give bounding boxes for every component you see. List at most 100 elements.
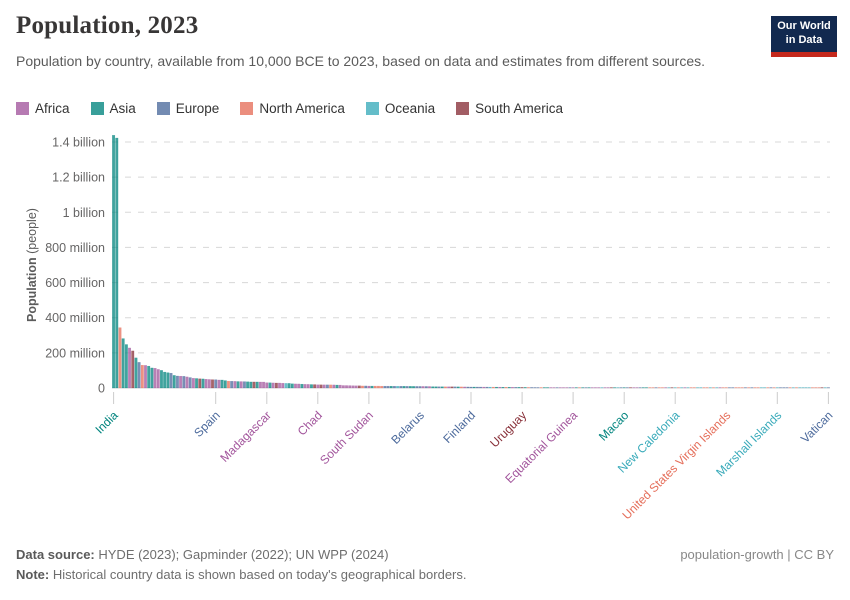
bar-Honduras[interactable]	[380, 385, 384, 389]
bar-Panama[interactable]	[504, 387, 508, 389]
bar-Chile[interactable]	[313, 384, 317, 389]
bar-New Zealand[interactable]	[488, 386, 492, 389]
x-tick-label-south-sudan[interactable]: South Sudan	[317, 408, 376, 467]
bar-Japan[interactable]	[147, 365, 151, 389]
bar-Nepal[interactable]	[268, 382, 272, 389]
bar-Afghanistan[interactable]	[223, 380, 227, 389]
bar-Finland[interactable]	[469, 386, 473, 389]
bar-Dominican Republic[interactable]	[373, 385, 377, 389]
bar-Malaysia[interactable]	[255, 381, 259, 389]
bar-Germany[interactable]	[169, 372, 173, 389]
legend-item-africa[interactable]: Africa	[16, 101, 70, 116]
bar-Uganda[interactable]	[207, 379, 211, 389]
legend-item-oceania[interactable]: Oceania	[365, 101, 435, 116]
bar-Saudi Arabia[interactable]	[236, 381, 240, 389]
bar-Bosnia and Herzegovina[interactable]	[530, 387, 534, 389]
bar-Austria[interactable]	[415, 386, 419, 389]
bar-Canada[interactable]	[227, 380, 230, 389]
bar-Uzbekistan[interactable]	[246, 381, 250, 389]
bar-Myanmar[interactable]	[195, 378, 199, 389]
bar-Ireland[interactable]	[485, 386, 489, 389]
bar-Puerto Rico[interactable]	[526, 387, 530, 389]
bar-Spain[interactable]	[214, 379, 218, 389]
bar-Tunisia[interactable]	[354, 385, 358, 389]
bar-Cuba[interactable]	[377, 385, 380, 389]
bar-Burkina Faso[interactable]	[297, 383, 301, 389]
bar-Egypt[interactable]	[153, 368, 157, 389]
bar-Zambia[interactable]	[306, 384, 310, 389]
bar-Mongolia[interactable]	[523, 387, 527, 389]
bar-Mauritania[interactable]	[511, 387, 514, 389]
bar-Tajikistan[interactable]	[402, 386, 406, 389]
bar-Morocco[interactable]	[233, 381, 237, 389]
bar-Croatia[interactable]	[514, 387, 518, 389]
bar-Iran[interactable]	[163, 371, 167, 389]
bar-Ghana[interactable]	[258, 381, 262, 389]
bar-Poland[interactable]	[230, 381, 234, 389]
bar-Cambodia[interactable]	[335, 384, 339, 389]
bar-Papua New Guinea[interactable]	[396, 386, 400, 389]
bar-Guatemala[interactable]	[329, 384, 333, 389]
bar-Laos[interactable]	[431, 386, 435, 389]
bar-Czechia[interactable]	[386, 385, 390, 389]
bar-Niger[interactable]	[281, 383, 285, 389]
bar-Singapore[interactable]	[472, 386, 476, 389]
bar-India[interactable]	[112, 135, 116, 389]
bar-United States[interactable]	[118, 327, 122, 389]
bar-Georgia[interactable]	[517, 387, 521, 389]
bar-Slovakia[interactable]	[479, 386, 483, 389]
bar-Australia[interactable]	[284, 383, 288, 389]
bar-Ukraine[interactable]	[242, 381, 246, 389]
x-tick-label-uruguay[interactable]: Uruguay	[487, 408, 529, 450]
bar-Hong Kong[interactable]	[434, 386, 438, 389]
bar-El Salvador[interactable]	[459, 386, 463, 389]
bar-Kyrgyzstan[interactable]	[440, 386, 444, 389]
bar-Belgium[interactable]	[364, 385, 368, 389]
bar-Argentina[interactable]	[211, 379, 214, 389]
bar-Central African Republic[interactable]	[482, 386, 486, 389]
bar-Oman[interactable]	[501, 387, 505, 389]
bar-South Africa[interactable]	[185, 376, 189, 389]
x-tick-label-finland[interactable]: Finland	[440, 408, 478, 446]
bar-Sri Lanka[interactable]	[300, 383, 304, 389]
bar-Iraq[interactable]	[220, 379, 224, 389]
bar-United Kingdom[interactable]	[175, 375, 179, 389]
x-tick-label-chad[interactable]: Chad	[295, 408, 325, 438]
attribution-link[interactable]: population-growth | CC BY	[680, 547, 834, 562]
bar-Togo[interactable]	[421, 386, 425, 389]
bar-Israel[interactable]	[412, 386, 416, 389]
bar-Malawi[interactable]	[303, 384, 307, 389]
bar-Lithuania[interactable]	[533, 387, 537, 389]
legend-item-asia[interactable]: Asia	[90, 101, 136, 116]
bar-Norway[interactable]	[475, 386, 479, 389]
bar-Cote d'Ivoire[interactable]	[271, 382, 275, 389]
bar-Angola[interactable]	[239, 381, 243, 389]
bar-Pakistan[interactable]	[124, 344, 128, 389]
bar-Tanzania[interactable]	[179, 375, 183, 389]
bar-Thailand[interactable]	[172, 375, 176, 389]
bar-Denmark[interactable]	[466, 386, 470, 389]
bar-Venezuela[interactable]	[274, 382, 278, 389]
bar-South Sudan[interactable]	[367, 385, 371, 389]
bar-Colombia[interactable]	[198, 378, 202, 389]
bar-Haiti[interactable]	[361, 385, 364, 389]
bar-Sudan[interactable]	[204, 379, 208, 389]
bar-France[interactable]	[182, 376, 186, 389]
bar-Burundi[interactable]	[351, 385, 355, 389]
bar-Cameroon[interactable]	[278, 382, 281, 389]
bar-Philippines[interactable]	[150, 367, 154, 389]
bar-Azerbaijan[interactable]	[389, 385, 393, 389]
bar-Chad[interactable]	[316, 384, 320, 389]
bar-Mali[interactable]	[294, 383, 297, 389]
bar-Palestine[interactable]	[495, 386, 498, 389]
bar-Nigeria[interactable]	[128, 347, 131, 389]
bar-Bangladesh[interactable]	[134, 357, 138, 389]
bar-Turkmenistan[interactable]	[456, 386, 460, 389]
bar-DR Congo[interactable]	[156, 369, 160, 389]
bar-Costa Rica[interactable]	[491, 386, 495, 389]
x-tick-label-spain[interactable]: Spain	[191, 408, 223, 440]
bar-Zimbabwe[interactable]	[338, 384, 342, 389]
bar-Kuwait[interactable]	[507, 387, 511, 389]
bar-Senegal[interactable]	[332, 384, 336, 389]
bar-Russia[interactable]	[137, 362, 141, 389]
